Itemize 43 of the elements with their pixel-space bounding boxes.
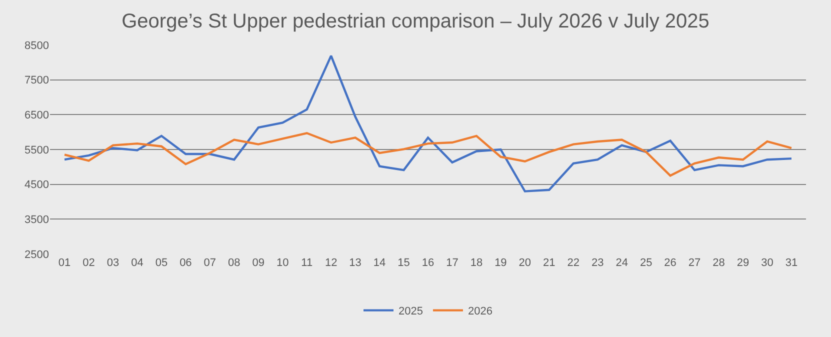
x-tick-label: 13 bbox=[349, 257, 362, 269]
y-tick-label: 5500 bbox=[24, 144, 49, 156]
x-tick-label: 20 bbox=[518, 257, 532, 269]
y-tick-label: 2500 bbox=[24, 248, 49, 261]
y-tick-label: 7500 bbox=[24, 74, 49, 87]
x-tick-label: 06 bbox=[180, 257, 192, 269]
y-tick-label: 3500 bbox=[24, 214, 49, 226]
chart-title: George’s St Upper pedestrian comparison – July 2026 v July 2025 bbox=[122, 10, 710, 32]
x-tick-label: 05 bbox=[155, 257, 168, 269]
x-tick-label: 03 bbox=[106, 257, 120, 269]
x-tick-label: 22 bbox=[567, 257, 580, 269]
x-tick-label: 15 bbox=[398, 257, 410, 269]
x-tick-label: 25 bbox=[640, 257, 652, 269]
x-tick-label: 11 bbox=[301, 257, 313, 269]
x-tick-label: 31 bbox=[785, 257, 798, 269]
x-tick-label: 08 bbox=[228, 257, 240, 269]
x-tick-label: 27 bbox=[688, 257, 701, 269]
x-tick-label: 26 bbox=[664, 257, 676, 269]
x-tick-label: 18 bbox=[470, 257, 483, 269]
x-tick-label: 14 bbox=[373, 257, 386, 269]
x-tick-label: 21 bbox=[543, 257, 556, 269]
x-tick-label: 07 bbox=[204, 257, 216, 269]
x-tick-label: 29 bbox=[736, 257, 750, 269]
x-tick-label: 09 bbox=[252, 257, 265, 269]
x-tick-label: 02 bbox=[82, 257, 95, 269]
x-tick-label: 28 bbox=[712, 257, 725, 269]
y-tick-label: 6500 bbox=[24, 110, 49, 122]
x-tick-label: 10 bbox=[276, 257, 289, 269]
legend-label: 2026 bbox=[468, 306, 492, 318]
x-tick-label: 23 bbox=[591, 257, 604, 269]
y-tick-label: 8500 bbox=[24, 40, 49, 52]
x-tick-label: 19 bbox=[494, 257, 507, 269]
x-tick-label: 16 bbox=[422, 257, 434, 269]
x-tick-label: 17 bbox=[446, 257, 458, 269]
x-tick-label: 12 bbox=[324, 257, 338, 269]
legend-label: 2025 bbox=[398, 306, 423, 318]
x-tick-label: 04 bbox=[131, 257, 144, 269]
line-series bbox=[63, 132, 793, 177]
y-tick-label: 4500 bbox=[24, 179, 49, 192]
x-tick-label: 24 bbox=[616, 257, 628, 269]
x-tick-label: 30 bbox=[761, 257, 774, 269]
x-tick-label: 01 bbox=[58, 257, 71, 269]
line-series bbox=[63, 54, 793, 192]
